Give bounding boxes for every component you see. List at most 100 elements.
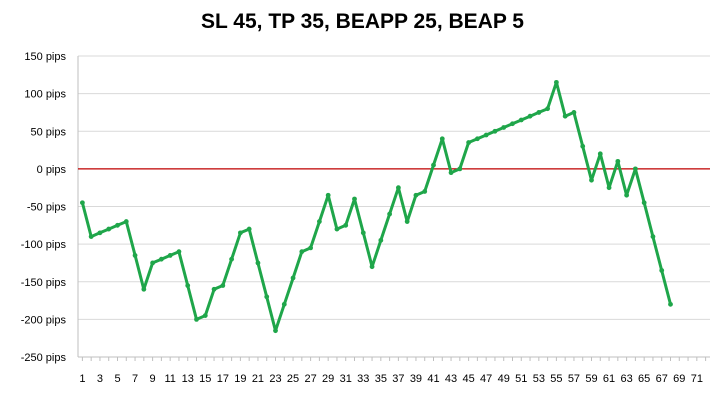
- data-point: [668, 301, 673, 307]
- data-point: [553, 79, 559, 85]
- y-tick-label: 100 pips: [24, 89, 66, 101]
- y-tick-label: -100 pips: [21, 239, 67, 251]
- data-point: [255, 260, 261, 266]
- data-point: [387, 211, 393, 217]
- data-point: [290, 275, 296, 281]
- data-point: [431, 162, 436, 168]
- x-tick-label: 11: [164, 373, 175, 385]
- x-tick-label: 9: [150, 373, 156, 385]
- x-tick-label: 41: [427, 373, 439, 385]
- y-tick-label: 50 pips: [31, 126, 67, 138]
- data-point: [510, 121, 515, 127]
- x-tick-label: 27: [304, 373, 316, 385]
- data-point: [264, 294, 270, 300]
- data-point: [378, 237, 384, 243]
- data-point: [158, 256, 164, 262]
- data-point: [650, 234, 656, 240]
- data-point: [536, 110, 542, 115]
- data-point: [343, 222, 349, 228]
- data-point: [606, 185, 612, 191]
- data-point: [659, 268, 665, 273]
- data-point: [483, 132, 489, 138]
- data-point: [492, 128, 498, 134]
- y-tick-label: -250 pips: [21, 352, 67, 364]
- x-tick-label: 65: [638, 373, 650, 385]
- data-point: [562, 113, 568, 119]
- data-point: [325, 192, 331, 198]
- data-point: [474, 136, 480, 142]
- data-point: [518, 117, 524, 123]
- x-tick-label: 31: [340, 373, 352, 385]
- x-tick-label: 57: [568, 373, 580, 385]
- data-point: [115, 222, 120, 228]
- data-point: [641, 200, 647, 206]
- y-tick-label: 0 pips: [37, 164, 67, 176]
- x-tick-label: 15: [199, 373, 211, 385]
- data-point: [632, 166, 638, 172]
- data-point: [220, 283, 226, 288]
- x-tick-label: 63: [620, 373, 632, 385]
- x-tick-label: 39: [410, 373, 422, 385]
- x-tick-label: 25: [287, 373, 299, 385]
- data-point: [527, 113, 533, 119]
- x-tick-label: 49: [498, 373, 510, 385]
- y-tick-label: 150 pips: [24, 51, 66, 63]
- x-tick-label: 5: [114, 373, 120, 385]
- data-point: [457, 166, 463, 172]
- x-tick-label: 21: [252, 373, 264, 385]
- data-point: [281, 301, 287, 307]
- x-tick-label: 7: [132, 373, 138, 385]
- x-tick-label: 33: [357, 373, 369, 385]
- x-tick-label: 51: [515, 373, 527, 385]
- data-point: [501, 125, 507, 130]
- data-point: [185, 283, 191, 288]
- data-point: [466, 140, 472, 145]
- data-point: [624, 192, 630, 198]
- x-tick-label: 61: [603, 373, 615, 385]
- x-tick-label: 45: [462, 373, 474, 385]
- x-tick-label: 55: [550, 373, 562, 385]
- data-point: [545, 106, 551, 112]
- data-point: [123, 219, 129, 224]
- data-point: [439, 136, 445, 142]
- data-point: [202, 313, 208, 319]
- data-point: [246, 226, 252, 232]
- x-tick-label: 53: [533, 373, 545, 385]
- x-tick-label: 19: [234, 373, 246, 385]
- data-point: [448, 170, 454, 176]
- data-point: [316, 219, 322, 224]
- data-point: [229, 256, 235, 262]
- data-point: [167, 253, 173, 258]
- data-point: [237, 230, 243, 236]
- x-tick-label: 13: [182, 373, 194, 385]
- data-point: [369, 264, 375, 270]
- x-tick-label: 71: [691, 373, 703, 385]
- data-point: [580, 143, 586, 149]
- data-point: [308, 245, 314, 251]
- x-tick-label: 59: [585, 373, 597, 385]
- data-point: [422, 189, 428, 194]
- data-point: [150, 260, 156, 266]
- x-tick-label: 29: [322, 373, 334, 385]
- data-point: [615, 158, 621, 164]
- data-point: [141, 286, 147, 292]
- x-tick-label: 1: [79, 373, 85, 385]
- data-point: [571, 110, 577, 115]
- data-point: [194, 316, 199, 322]
- data-point: [597, 151, 603, 157]
- data-point: [132, 253, 138, 258]
- data-point: [79, 200, 85, 206]
- x-tick-label: 43: [445, 373, 457, 385]
- data-point: [88, 234, 94, 240]
- x-tick-label: 69: [673, 373, 685, 385]
- data-point: [106, 226, 112, 232]
- x-tick-label: 35: [375, 373, 387, 385]
- y-tick-label: -200 pips: [21, 314, 67, 326]
- data-point: [589, 177, 594, 183]
- data-point: [273, 328, 278, 334]
- data-point: [352, 196, 357, 202]
- x-tick-label: 47: [480, 373, 492, 385]
- data-point: [299, 249, 305, 255]
- data-point: [360, 230, 366, 236]
